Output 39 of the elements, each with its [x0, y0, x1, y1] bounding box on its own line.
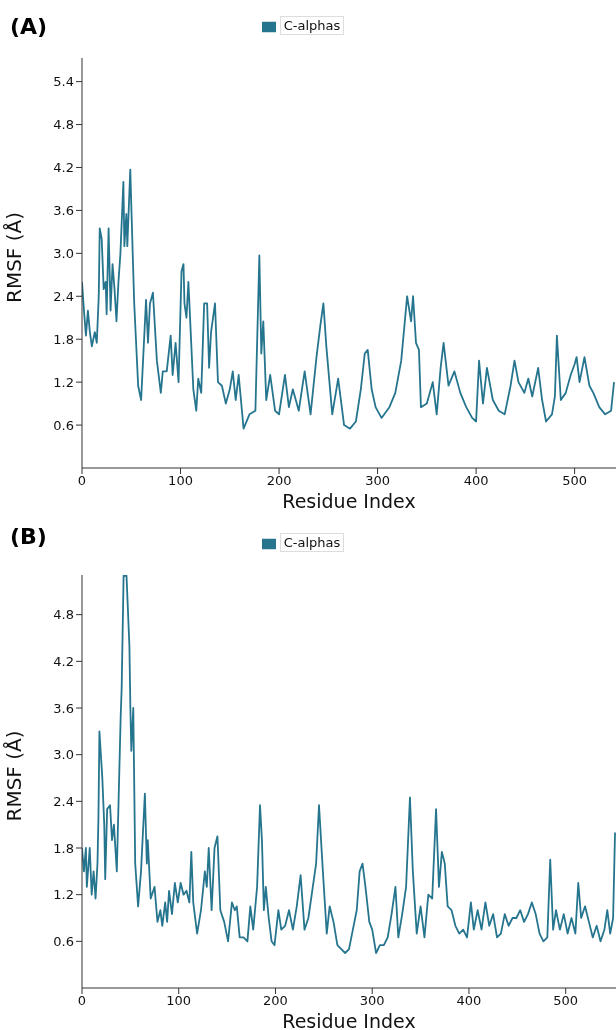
chart-title: (B): [10, 524, 47, 549]
x-axis-title: Residue Index: [282, 1010, 416, 1030]
y-tick-label: 4.2: [53, 160, 74, 176]
chart-title: (A): [10, 14, 48, 39]
y-tick-label: 5.4: [53, 74, 74, 90]
y-tick-label: 0.6: [53, 933, 74, 949]
x-tick-label: 100: [166, 993, 192, 1009]
x-axis-title: Residue Index: [282, 490, 416, 512]
legend-label: C-alphas: [279, 16, 345, 35]
line-series: [82, 168, 615, 430]
y-tick-label: 4.8: [53, 607, 74, 623]
y-tick-label: 2.4: [53, 793, 74, 809]
y-tick-label: 3.6: [53, 700, 74, 716]
x-tick-label: 200: [263, 993, 288, 1009]
line-series: [82, 575, 616, 954]
y-tick-label: 4.8: [53, 117, 74, 133]
y-tick-label: 0.6: [53, 417, 74, 433]
y-tick-label: 3.0: [53, 245, 74, 261]
y-tick-label: 3.0: [53, 747, 74, 763]
x-tick-label: 200: [266, 473, 292, 489]
y-tick-label: 2.4: [53, 288, 74, 304]
y-axis-title: RMSF (Å): [2, 730, 27, 822]
x-tick-label: 0: [77, 993, 87, 1009]
x-tick-label: 500: [562, 473, 588, 489]
x-tick-label: 300: [359, 993, 385, 1009]
y-tick-label: 1.8: [53, 331, 74, 347]
y-tick-label: 3.6: [53, 203, 74, 219]
x-tick-label: 0: [77, 473, 87, 489]
legend-label: C-alphas: [279, 533, 345, 552]
y-tick-label: 1.8: [53, 840, 74, 856]
y-axis-title: RMSF (Å): [2, 212, 27, 303]
y-tick-label: 1.2: [53, 374, 74, 390]
y-tick-label: 4.2: [53, 653, 74, 669]
x-tick-label: 500: [553, 993, 579, 1009]
x-tick-label: 400: [456, 993, 482, 1009]
x-tick-label: 100: [168, 473, 193, 489]
x-tick-label: 400: [463, 473, 489, 489]
x-tick-label: 300: [365, 473, 390, 489]
y-tick-label: 1.2: [53, 887, 74, 903]
